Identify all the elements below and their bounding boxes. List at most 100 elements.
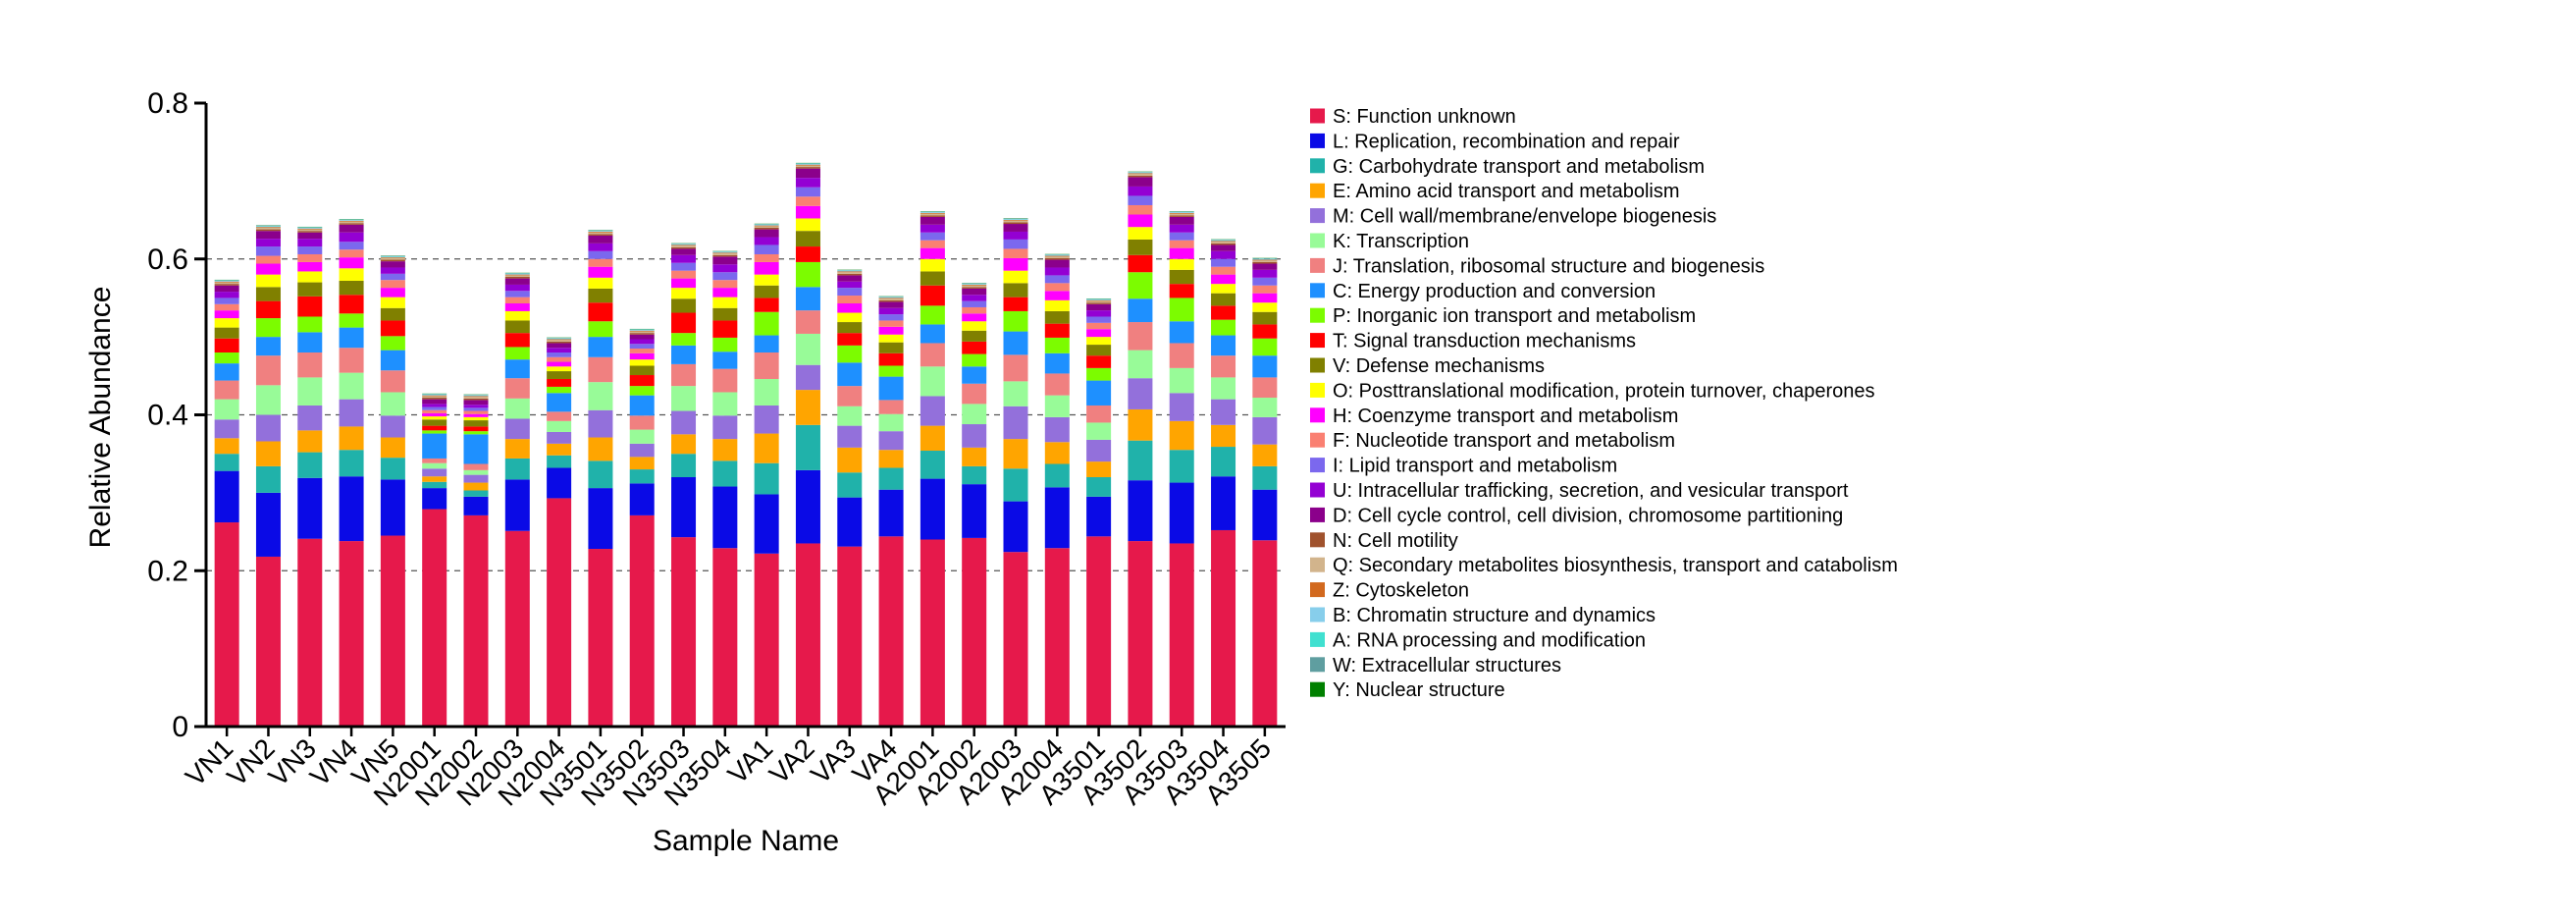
bar-segment — [920, 396, 945, 426]
bar-segment — [629, 386, 655, 396]
bar-segment — [1128, 175, 1153, 178]
bar-segment — [962, 424, 987, 448]
bar-segment — [1044, 291, 1070, 300]
bar-segment — [504, 277, 530, 279]
bar-segment — [920, 215, 945, 217]
bar-segment — [1086, 300, 1112, 303]
bar-segment — [255, 239, 281, 247]
bar-segment — [795, 390, 820, 425]
bar-segment — [795, 333, 820, 365]
bar-segment — [1044, 463, 1070, 488]
bar-segment — [837, 296, 863, 303]
bar-segment — [380, 392, 405, 416]
bar-segment — [1086, 310, 1112, 317]
legend-item: T: Signal transduction mechanisms — [1310, 331, 1636, 352]
bar-segment — [504, 439, 530, 459]
bar-segment — [1128, 440, 1153, 481]
bar-segment — [1128, 480, 1153, 542]
bar-segment — [297, 246, 323, 254]
bar-segment — [629, 349, 655, 353]
bar-segment — [214, 419, 239, 439]
bar-segment — [255, 226, 281, 228]
legend-swatch — [1310, 183, 1325, 198]
bar-segment — [1086, 302, 1112, 304]
bar-segment — [629, 443, 655, 458]
bar-segment — [339, 295, 364, 314]
bar-stack-N2002 — [463, 394, 489, 727]
bar-segment — [629, 359, 655, 366]
bar-segment — [1128, 173, 1153, 175]
legend-item: J: Translation, ribosomal structure and … — [1310, 255, 1764, 277]
bar-segment — [504, 310, 530, 321]
bar-segment — [1128, 378, 1153, 409]
bar-segment — [297, 405, 323, 431]
bar-segment — [878, 536, 904, 727]
bar-segment — [712, 307, 738, 321]
bar-segment — [504, 378, 530, 399]
bar-segment — [1003, 552, 1028, 727]
bar-segment — [629, 469, 655, 484]
bar-segment — [339, 348, 364, 373]
legend-swatch — [1310, 607, 1325, 622]
bar-segment — [962, 447, 987, 466]
bar-segment — [588, 258, 613, 267]
bar-segment — [1128, 350, 1153, 379]
bar-segment — [1044, 257, 1070, 260]
bar-segment — [422, 398, 447, 400]
bar-segment — [547, 338, 572, 340]
legend-item: D: Cell cycle control, cell division, ch… — [1310, 505, 1843, 526]
bar-segment — [1211, 250, 1236, 259]
bar-segment — [1086, 316, 1112, 323]
bar-segment — [671, 244, 697, 246]
legend-label: C: Energy production and conversion — [1333, 281, 1656, 302]
bar-segment — [588, 409, 613, 438]
legend-swatch — [1310, 482, 1325, 498]
bar-segment — [754, 378, 779, 406]
bar-segment — [339, 224, 364, 233]
bar-stack-VA3 — [837, 269, 863, 727]
bar-segment — [878, 413, 904, 432]
y-tick-label: 0 — [172, 711, 188, 743]
bar-segment — [588, 437, 613, 461]
bar-segment — [380, 336, 405, 351]
legend-item: Z: Cytoskeleton — [1310, 580, 1469, 602]
legend-item: W: Extracellular structures — [1310, 655, 1561, 676]
bar-segment — [1044, 442, 1070, 464]
bar-segment — [1128, 298, 1153, 323]
bar-segment — [255, 556, 281, 727]
bar-segment — [1252, 416, 1278, 445]
bar-segment — [588, 549, 613, 727]
bar-segment — [339, 221, 364, 224]
legend-swatch — [1310, 681, 1325, 697]
bar-segment — [1211, 305, 1236, 320]
bar-segment — [920, 213, 945, 216]
bar-segment — [255, 300, 281, 319]
bar-segment — [463, 400, 489, 406]
bar-segment — [754, 352, 779, 379]
bar-segment — [962, 288, 987, 296]
legend-item: K: Transcription — [1310, 231, 1469, 252]
bar-segment — [547, 455, 572, 468]
bar-segment — [1211, 319, 1236, 336]
bar-segment — [920, 451, 945, 479]
bar-stack-N3502 — [629, 328, 655, 727]
bar-segment — [1169, 258, 1194, 270]
bar-segment — [380, 437, 405, 459]
bar-segment — [297, 228, 323, 229]
bar-segment — [1003, 406, 1028, 440]
bar-segment — [547, 341, 572, 344]
bar-segment — [422, 462, 447, 469]
bar-segment — [339, 399, 364, 427]
legend-swatch — [1310, 307, 1325, 323]
bar-segment — [671, 537, 697, 727]
bar-segment — [422, 481, 447, 489]
bar-segment — [671, 477, 697, 538]
legend-swatch — [1310, 257, 1325, 273]
bars — [214, 162, 1278, 727]
bar-segment — [671, 345, 697, 364]
bar-segment — [547, 348, 572, 352]
bar-segment — [422, 404, 447, 407]
bar-segment — [712, 368, 738, 393]
bar-segment — [214, 470, 239, 523]
bar-segment — [712, 439, 738, 461]
